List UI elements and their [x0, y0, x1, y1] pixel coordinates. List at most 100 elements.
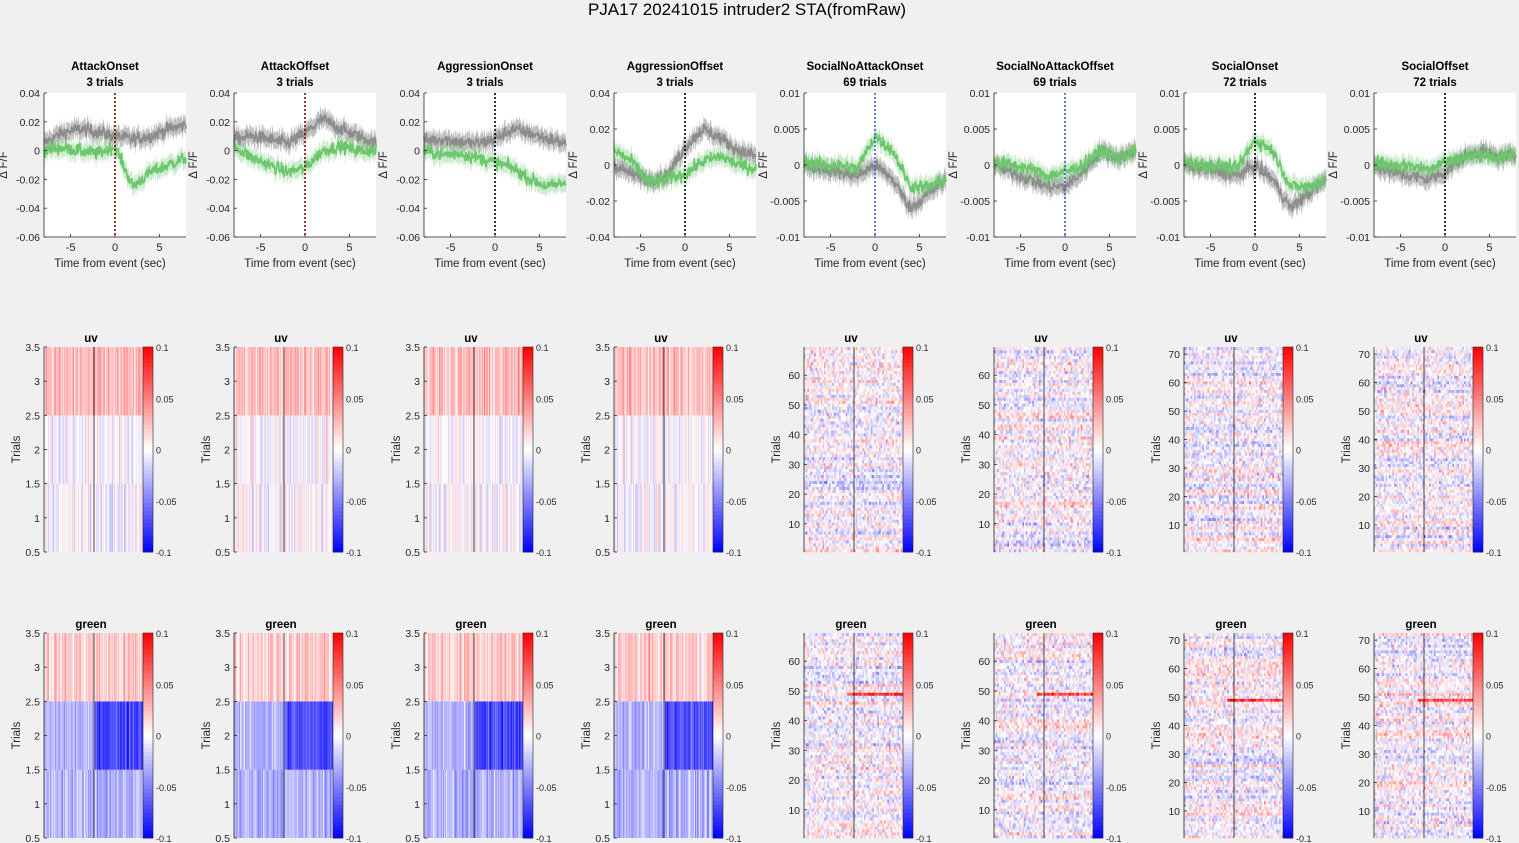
y-tick-label: 0.5 [215, 547, 230, 559]
y-tick-label: 0.02 [590, 124, 611, 136]
colorbar-cell [523, 437, 533, 442]
colorbar-cell [333, 532, 343, 537]
colorbar-cell [143, 400, 153, 405]
colorbar-cell [523, 486, 533, 491]
trace-axes-3: -5 0 5-0.04-0.0200.020.04AggressionOffset3… [568, 61, 756, 270]
trace-title: AggressionOffset [627, 61, 724, 73]
colorbar-cell [523, 499, 533, 504]
y-tick-label: 0 [414, 146, 420, 158]
colorbar-cell [333, 392, 343, 397]
y-tick-label: 3 [604, 376, 610, 388]
colorbar-cell [523, 433, 533, 438]
colorbar-cell [713, 458, 723, 463]
x-axis-label: Time from event (sec) [1004, 258, 1116, 270]
y-axis-label: Trials [391, 435, 403, 463]
colorbar-cell [333, 482, 343, 487]
colorbar-cell [143, 486, 153, 491]
colorbar-cell [523, 519, 533, 524]
colorbar-cell [143, 532, 153, 537]
colorbar-cell [143, 363, 153, 368]
trace-subtitle: 72 trials [1413, 77, 1456, 89]
trace-title: SocialOffset [1401, 61, 1468, 73]
colorbar-cell [523, 421, 533, 426]
y-tick-label: 0.005 [774, 124, 800, 136]
x-axis-label: Time from event (sec) [1194, 258, 1306, 270]
y-axis-label: Δ F/F [0, 151, 10, 179]
colorbar-cell [523, 458, 533, 463]
colorbar-cell [143, 372, 153, 377]
trace-subtitle: 72 trials [1223, 77, 1266, 89]
colorbar-cell [333, 503, 343, 508]
y-tick-label: 2 [604, 445, 610, 457]
colorbar-tick-label: -0.05 [536, 497, 557, 507]
colorbar-cell [333, 540, 343, 545]
colorbar-cell [713, 523, 723, 528]
colorbar-cell [713, 380, 723, 385]
y-tick-label: 3 [34, 376, 40, 388]
colorbar-cell [523, 351, 533, 356]
colorbar-cell [143, 413, 153, 418]
colorbar-cell [713, 478, 723, 483]
x-tick-label: -5 [1016, 242, 1026, 254]
colorbar-cell [333, 347, 343, 352]
y-tick-label: -0.005 [1340, 196, 1370, 208]
colorbar-cell [143, 466, 153, 471]
colorbar-cell [143, 359, 153, 364]
trace-axes-4: -5 0 5-0.01-0.00500.0050.01SocialNoAttackO… [758, 61, 946, 270]
colorbar-cell [713, 359, 723, 364]
colorbar-cell [143, 450, 153, 455]
colorbar-cell [333, 495, 343, 500]
y-tick-label: 0 [1174, 160, 1180, 172]
x-tick-label: 0 [492, 242, 498, 254]
colorbar-cell [523, 363, 533, 368]
y-tick-label: 0 [34, 146, 40, 158]
x-tick-label: -5 [1396, 242, 1406, 254]
colorbar-cell [713, 404, 723, 409]
colorbar-cell [713, 511, 723, 516]
trace-axes-5: -5 0 5-0.01-0.00500.0050.01SocialNoAttackO… [948, 61, 1136, 270]
colorbar-cell [143, 437, 153, 442]
colorbar-cell [333, 474, 343, 479]
y-tick-label: 2.5 [595, 410, 610, 422]
y-tick-label: 2.5 [25, 410, 40, 422]
colorbar-cell [523, 454, 533, 459]
colorbar-cell [333, 462, 343, 467]
y-tick-label: -0.005 [960, 196, 990, 208]
y-tick-label: 0.5 [595, 547, 610, 559]
colorbar-cell [333, 409, 343, 414]
colorbar-cell [333, 445, 343, 450]
colorbar-cell [523, 491, 533, 496]
colorbar-cell [713, 445, 723, 450]
y-tick-label: -0.04 [396, 203, 420, 215]
colorbar-cell [523, 445, 533, 450]
trace-title: SocialNoAttackOnset [807, 61, 924, 73]
x-tick-label: -5 [1206, 242, 1216, 254]
colorbar-cell [143, 544, 153, 549]
colorbar-cell [143, 380, 153, 385]
colorbar-cell [713, 396, 723, 401]
colorbar-cell [143, 478, 153, 483]
x-axis-label: Time from event (sec) [624, 258, 736, 270]
colorbar-cell [333, 450, 343, 455]
trace-axes-0: -5 0 5-0.06-0.04-0.0200.020.04AttackOnset3… [0, 61, 186, 270]
colorbar-cell [713, 540, 723, 545]
y-tick-label: 0.01 [1160, 88, 1181, 100]
colorbar-cell [523, 413, 533, 418]
colorbar-cell [333, 429, 343, 434]
heatmap-title: uv [654, 333, 668, 345]
y-tick-label: 1.5 [25, 479, 40, 491]
colorbar-cell [523, 474, 533, 479]
colorbar-cell [523, 396, 533, 401]
colorbar-cell [713, 368, 723, 373]
colorbar-cell [143, 499, 153, 504]
colorbar-cell [333, 355, 343, 360]
colorbar-cell [333, 499, 343, 504]
colorbar-cell [713, 486, 723, 491]
y-tick-label: 2.5 [405, 410, 420, 422]
y-tick-label: 1 [224, 513, 230, 525]
colorbar-tick-label: 0 [346, 446, 351, 456]
colorbar-cell [333, 372, 343, 377]
colorbar-cell [143, 507, 153, 512]
